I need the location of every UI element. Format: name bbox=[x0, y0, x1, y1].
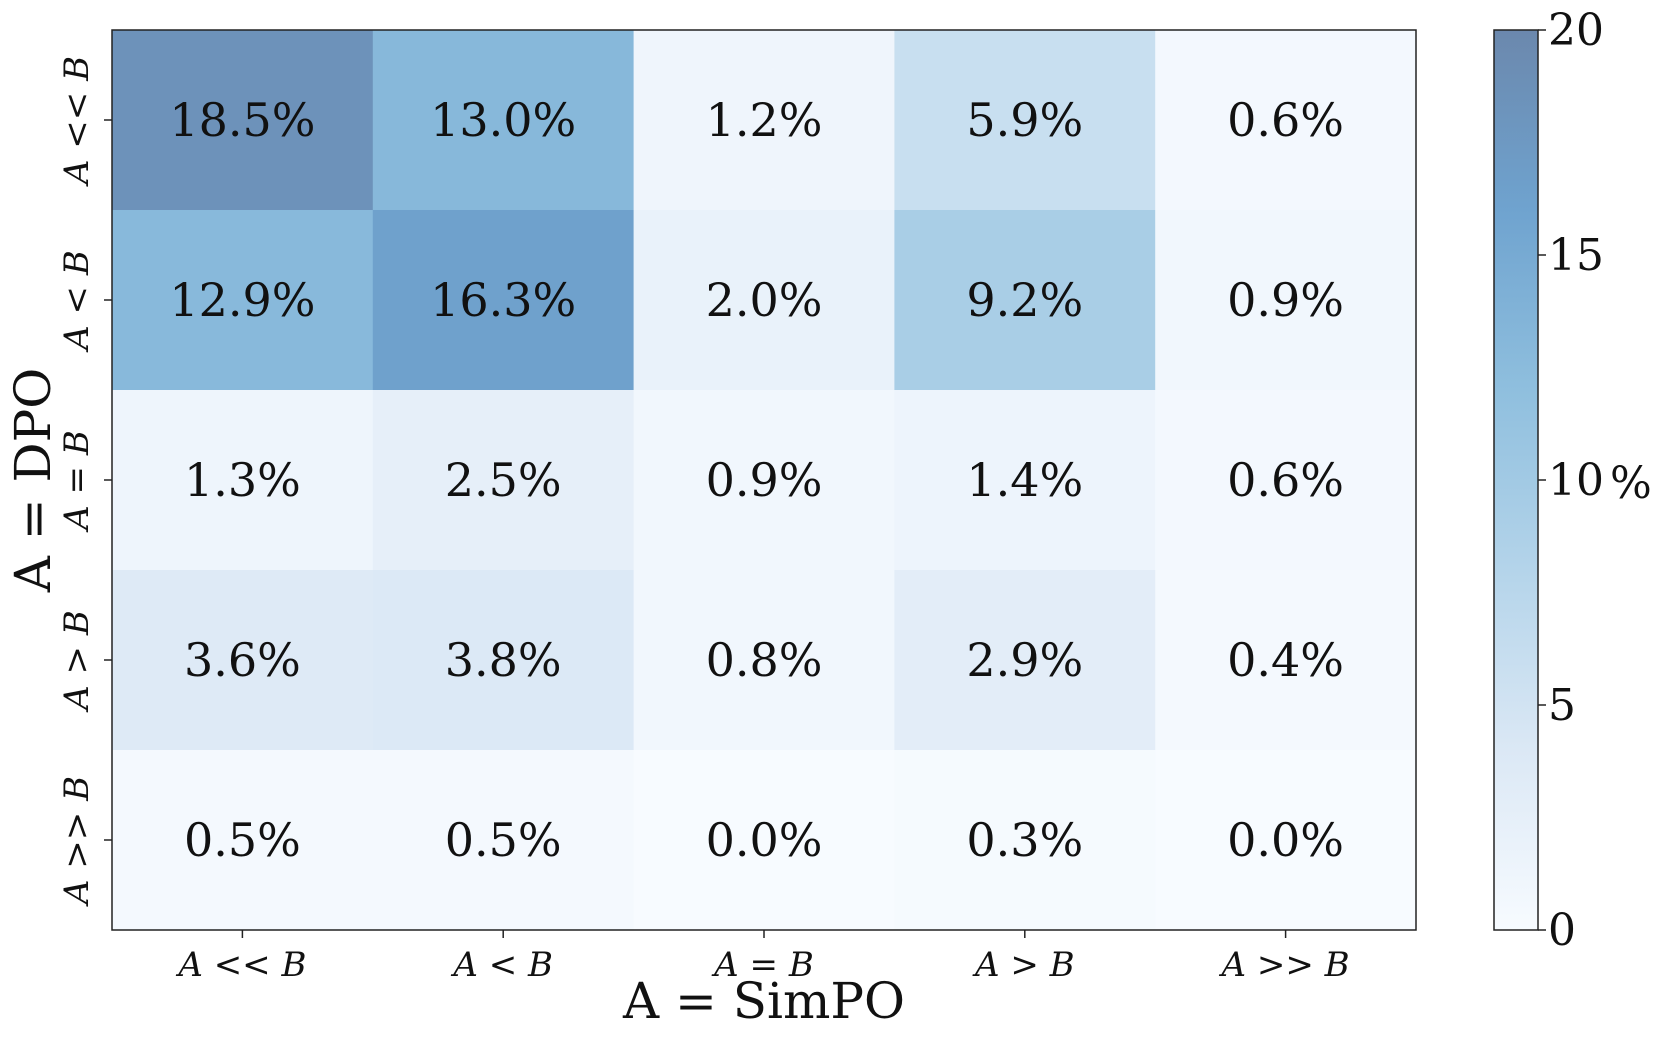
cell-value-label: 0.0% bbox=[1227, 813, 1344, 867]
cell-value-label: 1.4% bbox=[966, 453, 1083, 507]
cell-value-label: 12.9% bbox=[169, 273, 315, 327]
heatmap-cell bbox=[112, 570, 374, 751]
heatmap-cells bbox=[112, 30, 1417, 931]
cell-value-label: 18.5% bbox=[169, 93, 315, 147]
cell-value-label: 2.9% bbox=[966, 633, 1083, 687]
heatmap-cell bbox=[1155, 30, 1417, 211]
heatmap-cell bbox=[633, 570, 895, 751]
cell-value-label: 3.6% bbox=[184, 633, 301, 687]
heatmap-cell bbox=[1155, 390, 1417, 571]
y-tick-label: A << B bbox=[57, 56, 97, 187]
heatmap-cell bbox=[1155, 750, 1417, 931]
cell-value-label: 0.4% bbox=[1227, 633, 1344, 687]
colorbar-gradient bbox=[1493, 29, 1539, 931]
cell-value-label: 9.2% bbox=[966, 273, 1083, 327]
x-tick-label: A > B bbox=[972, 945, 1075, 985]
x-axis-ticks: A << B A < B A = B A > B A >> B bbox=[175, 930, 1350, 985]
heatmap-cell bbox=[372, 210, 635, 391]
heatmap-cell bbox=[1155, 210, 1417, 391]
heatmap-cell bbox=[112, 30, 374, 211]
x-tick-label: A = B bbox=[711, 945, 814, 985]
colorbar-label: % bbox=[1610, 458, 1652, 509]
heatmap-cell bbox=[894, 210, 1156, 391]
heatmap-cell bbox=[633, 750, 895, 931]
x-tick-label: A >> B bbox=[1219, 945, 1350, 985]
cell-value-label: 0.8% bbox=[706, 633, 823, 687]
heatmap-cell-labels: 18.5% 13.0% 1.2% 5.9% 0.6% 12.9% 16.3% 2.0% 9.2%… bbox=[169, 93, 1344, 867]
heatmap-cell bbox=[633, 390, 895, 571]
heatmap-cell bbox=[372, 30, 635, 211]
heatmap-cell bbox=[112, 750, 374, 931]
y-axis-title: A = DPO bbox=[4, 368, 62, 594]
colorbar: 0 5 10 15 20 % bbox=[1493, 5, 1652, 956]
heatmap-cell bbox=[372, 390, 635, 571]
cell-value-label: 2.0% bbox=[706, 273, 823, 327]
cell-value-label: 0.5% bbox=[184, 813, 301, 867]
cell-value-label: 5.9% bbox=[966, 93, 1083, 147]
colorbar-tick-label: 0 bbox=[1548, 905, 1576, 956]
colorbar-tick-label: 10 bbox=[1548, 455, 1604, 506]
cell-value-label: 0.9% bbox=[1227, 273, 1344, 327]
cell-value-label: 1.3% bbox=[184, 453, 301, 507]
heatmap-cell bbox=[894, 750, 1156, 931]
y-tick-label: A >> B bbox=[57, 776, 97, 907]
cell-value-label: 0.6% bbox=[1227, 93, 1344, 147]
cell-value-label: 0.6% bbox=[1227, 453, 1344, 507]
heatmap-cell bbox=[633, 30, 895, 211]
x-axis-title: A = SimPO bbox=[622, 972, 905, 1030]
cell-value-label: 0.0% bbox=[706, 813, 823, 867]
colorbar-ticks: 0 5 10 15 20 bbox=[1538, 5, 1604, 956]
cell-value-label: 2.5% bbox=[445, 453, 562, 507]
heatmap-cell bbox=[894, 390, 1156, 571]
heatmap-cell bbox=[894, 30, 1156, 211]
cell-value-label: 3.8% bbox=[445, 633, 562, 687]
heatmap-cell bbox=[1155, 570, 1417, 751]
cell-value-label: 1.2% bbox=[706, 93, 823, 147]
cell-value-label: 13.0% bbox=[430, 93, 576, 147]
heatmap-cell bbox=[112, 210, 374, 391]
heatmap-cell bbox=[633, 210, 895, 391]
cell-value-label: 0.9% bbox=[706, 453, 823, 507]
heatmap-cell bbox=[894, 570, 1156, 751]
y-axis-ticks: A << B A < B A = B A > B A >> B bbox=[57, 56, 112, 907]
x-tick-label: A << B bbox=[175, 945, 306, 985]
cell-value-label: 0.3% bbox=[966, 813, 1083, 867]
y-tick-label: A = B bbox=[57, 430, 97, 533]
heatmap-cell bbox=[112, 390, 374, 571]
y-tick-label: A < B bbox=[57, 250, 97, 353]
x-tick-label: A < B bbox=[450, 945, 553, 985]
cell-value-label: 0.5% bbox=[445, 813, 562, 867]
colorbar-tick-label: 15 bbox=[1548, 230, 1604, 281]
y-tick-label: A > B bbox=[57, 610, 97, 713]
cell-value-label: 16.3% bbox=[430, 273, 576, 327]
heatmap-cell bbox=[372, 750, 635, 931]
heatmap-cell bbox=[372, 570, 635, 751]
colorbar-tick-label: 5 bbox=[1548, 680, 1576, 731]
colorbar-tick-label: 20 bbox=[1548, 5, 1604, 56]
